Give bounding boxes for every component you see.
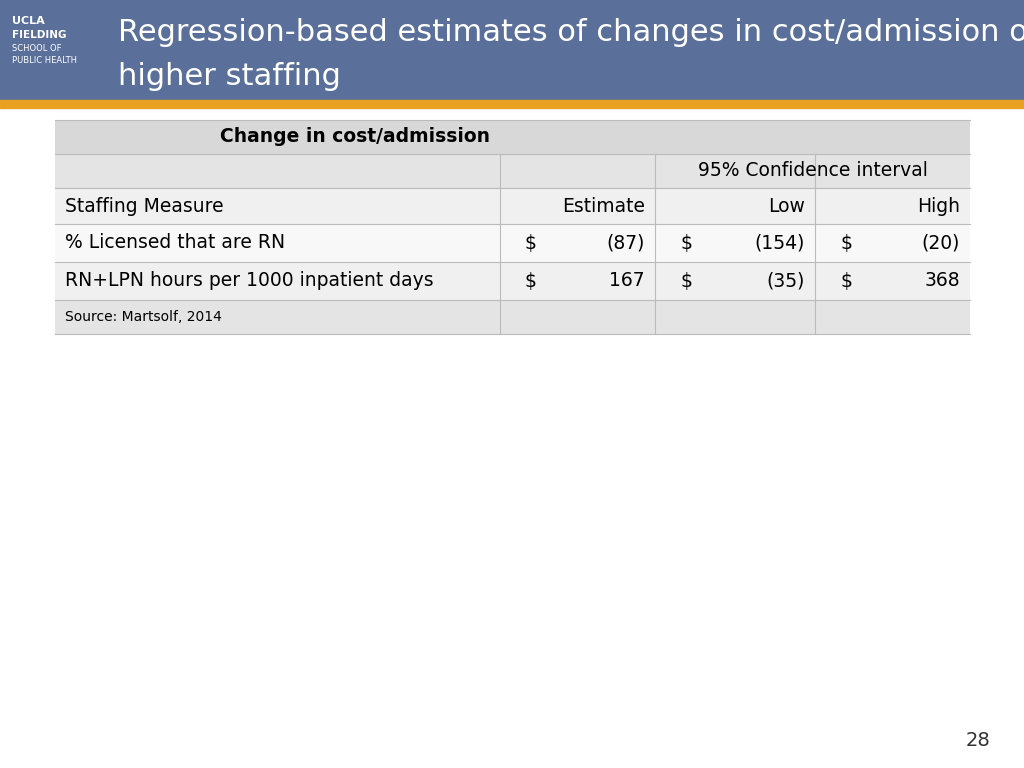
Text: Low: Low <box>768 197 805 216</box>
Text: (87): (87) <box>606 233 645 253</box>
Text: Estimate: Estimate <box>562 197 645 216</box>
Text: 28: 28 <box>966 731 990 750</box>
Bar <box>55 224 970 262</box>
Bar <box>55 300 970 334</box>
Text: Source: Martsolf, 2014: Source: Martsolf, 2014 <box>65 310 222 324</box>
Text: (35): (35) <box>767 272 805 290</box>
Text: Change in cost/admission: Change in cost/admission <box>220 127 490 147</box>
Bar <box>55 188 970 224</box>
Bar <box>55 120 970 154</box>
Text: $: $ <box>525 233 537 253</box>
Bar <box>55 154 970 188</box>
Text: $: $ <box>680 272 692 290</box>
Bar <box>55 262 970 300</box>
Text: 167: 167 <box>609 272 645 290</box>
Text: UCLA: UCLA <box>12 16 45 26</box>
Text: SCHOOL OF: SCHOOL OF <box>12 44 61 53</box>
Text: RN+LPN hours per 1000 inpatient days: RN+LPN hours per 1000 inpatient days <box>65 272 433 290</box>
Text: PUBLIC HEALTH: PUBLIC HEALTH <box>12 56 77 65</box>
Text: higher staffing: higher staffing <box>118 62 341 91</box>
Text: $: $ <box>840 272 852 290</box>
Text: High: High <box>918 197 961 216</box>
Text: FIELDING: FIELDING <box>12 30 67 40</box>
Bar <box>0 100 1024 108</box>
Text: 95% Confidence interval: 95% Confidence interval <box>697 161 928 180</box>
Text: (20): (20) <box>922 233 961 253</box>
Bar <box>0 0 1024 100</box>
Text: $: $ <box>680 233 692 253</box>
Text: (154): (154) <box>755 233 805 253</box>
Text: $: $ <box>525 272 537 290</box>
Text: $: $ <box>840 233 852 253</box>
Text: % Licensed that are RN: % Licensed that are RN <box>65 233 285 253</box>
Text: Staffing Measure: Staffing Measure <box>65 197 223 216</box>
Text: Regression-based estimates of changes in cost/admission of: Regression-based estimates of changes in… <box>118 18 1024 47</box>
Text: 368: 368 <box>925 272 961 290</box>
